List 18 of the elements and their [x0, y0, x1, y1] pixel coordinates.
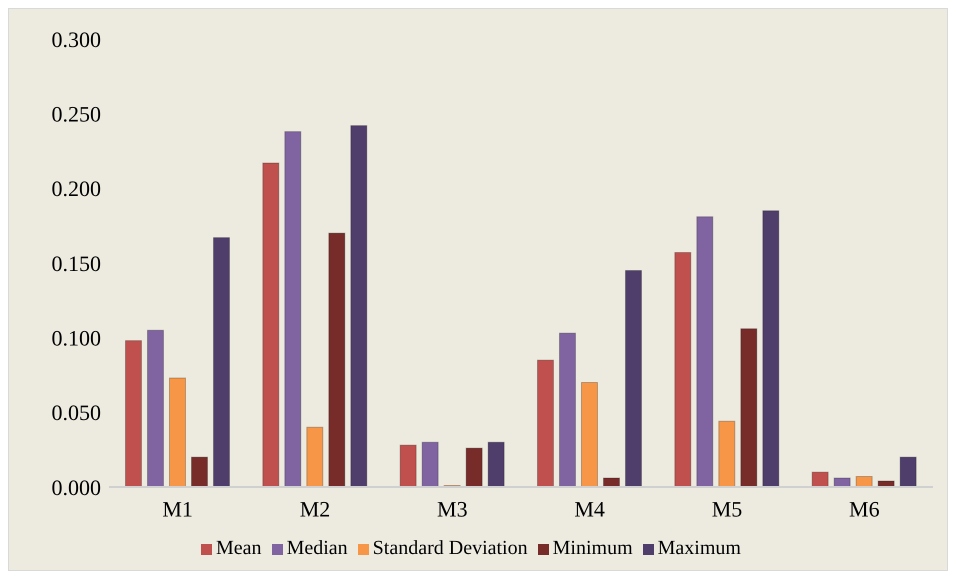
y-tick-label: 0.300 — [52, 26, 101, 52]
y-tick-label: 0.250 — [52, 101, 101, 126]
x-tick-label: M3 — [437, 496, 468, 522]
legend-label: Minimum — [552, 537, 633, 559]
x-tick-label: M6 — [849, 496, 880, 522]
y-tick-label: 0.150 — [52, 250, 101, 276]
y-tick-label: 0.050 — [52, 400, 101, 426]
x-tick-label: M5 — [712, 496, 742, 522]
y-tick-label: 0.000 — [52, 474, 101, 500]
y-tick-label: 0.200 — [52, 176, 101, 202]
legend-label: Maximum — [658, 537, 741, 559]
legend-label: Standard Deviation — [372, 537, 528, 559]
legend-label: Median — [286, 537, 348, 559]
legend-label: Mean — [216, 537, 262, 559]
y-tick-label: 0.100 — [52, 325, 101, 350]
x-tick-label: M2 — [300, 496, 330, 522]
x-tick-label: M4 — [574, 496, 605, 522]
x-tick-label: M1 — [162, 496, 193, 522]
